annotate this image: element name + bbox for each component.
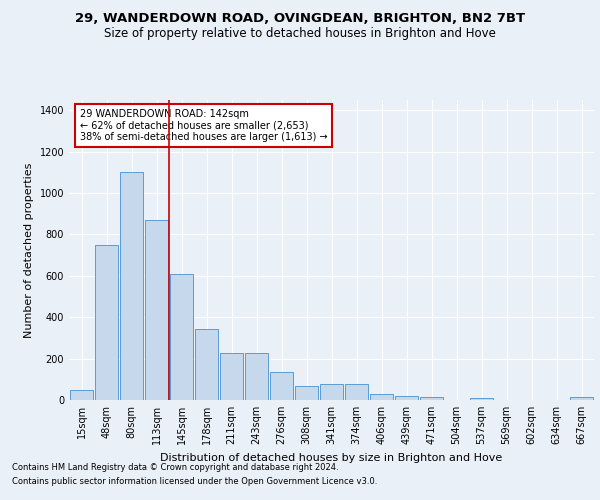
Bar [270,372,293,400]
Bar [220,354,243,400]
Bar [345,384,368,400]
Bar [170,274,193,400]
Bar [570,397,593,400]
Text: Contains HM Land Registry data © Crown copyright and database right 2024.: Contains HM Land Registry data © Crown c… [12,464,338,472]
Bar [470,398,493,400]
Text: 29 WANDERDOWN ROAD: 142sqm
← 62% of detached houses are smaller (2,653)
38% of s: 29 WANDERDOWN ROAD: 142sqm ← 62% of deta… [79,109,327,142]
Bar [370,394,393,400]
Bar [295,386,318,400]
Bar [120,172,143,400]
Text: Size of property relative to detached houses in Brighton and Hove: Size of property relative to detached ho… [104,28,496,40]
Y-axis label: Number of detached properties: Number of detached properties [24,162,34,338]
Bar [70,390,93,400]
Text: Contains public sector information licensed under the Open Government Licence v3: Contains public sector information licen… [12,477,377,486]
Bar [320,384,343,400]
X-axis label: Distribution of detached houses by size in Brighton and Hove: Distribution of detached houses by size … [160,452,503,462]
Bar [245,354,268,400]
Bar [95,245,118,400]
Bar [145,220,168,400]
Bar [195,328,218,400]
Bar [395,396,418,400]
Text: 29, WANDERDOWN ROAD, OVINGDEAN, BRIGHTON, BN2 7BT: 29, WANDERDOWN ROAD, OVINGDEAN, BRIGHTON… [75,12,525,26]
Bar [420,397,443,400]
